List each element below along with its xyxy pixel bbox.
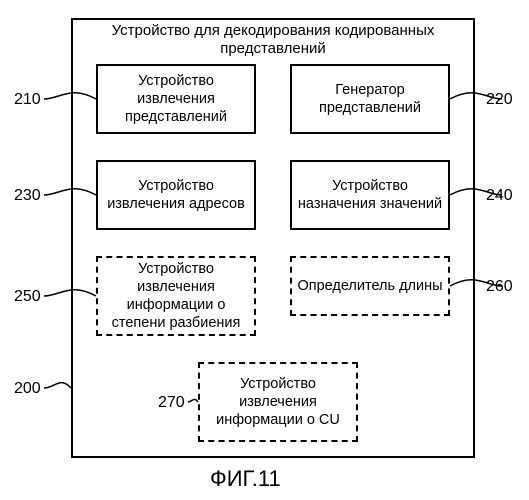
lead-lines bbox=[0, 0, 529, 500]
figure-label: ФИГ.11 bbox=[210, 466, 281, 492]
diagram-canvas: Устройство для декодирования кодированны… bbox=[0, 0, 529, 500]
